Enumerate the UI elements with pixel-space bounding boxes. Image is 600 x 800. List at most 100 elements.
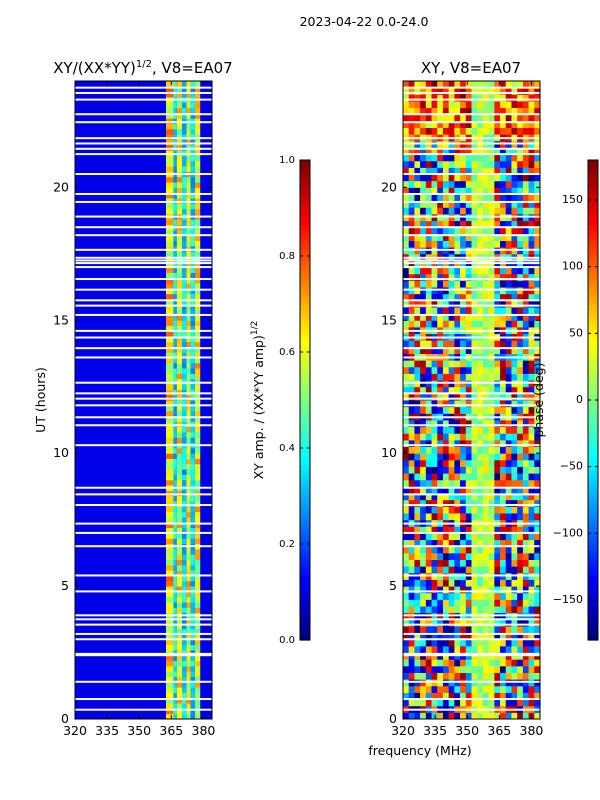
phase-cell: [442, 499, 449, 507]
phase-cell: [471, 586, 478, 594]
colorbar-segment: [300, 295, 310, 301]
amplitude-cell: [173, 261, 177, 268]
phase-cell: [465, 180, 472, 188]
amplitude-cell: [194, 155, 201, 162]
phase-cell: [425, 559, 432, 567]
amplitude-cell: [182, 182, 187, 188]
phase-cell: [528, 665, 535, 673]
phase-cell: [511, 373, 518, 381]
amplitude-cell: [194, 229, 201, 236]
phase-cell: [437, 419, 444, 428]
phase-cell: [442, 280, 449, 288]
phase-cell: [460, 400, 467, 408]
phase-cell: [414, 473, 421, 481]
x-tick-label: 380: [192, 723, 216, 738]
amplitude-cell: [194, 660, 201, 667]
amplitude-cell: [165, 102, 174, 109]
colorbar-segment: [300, 275, 310, 281]
phase-cell: [414, 393, 421, 401]
amplitude-cell: [190, 261, 195, 268]
phase-cell: [494, 273, 501, 281]
amplitude-cell: [176, 298, 183, 305]
amplitude-cell: [194, 703, 201, 709]
phase-cell: [488, 313, 495, 321]
colorbar-segment: [300, 185, 310, 191]
colorbar-segment: [588, 265, 598, 271]
colorbar-segment: [588, 315, 598, 321]
phase-cell: [488, 493, 495, 501]
phase-cell: [408, 160, 415, 168]
amplitude-cell: [186, 474, 191, 481]
phase-cell: [414, 466, 421, 474]
phase-cell: [471, 665, 478, 673]
amplitude-cell: [176, 713, 183, 720]
phase-cell: [477, 300, 484, 308]
phase-cell: [528, 313, 535, 321]
phase-cell: [437, 100, 444, 109]
colorbar-tick-label: −50: [560, 460, 583, 473]
amplitude-cell: [186, 86, 191, 93]
phase-cell: [408, 340, 415, 348]
amplitude-cell: [165, 437, 174, 444]
phase-cell: [431, 506, 438, 514]
amplitude-cell: [194, 394, 201, 401]
phase-cell: [437, 665, 444, 673]
amplitude-cell: [186, 681, 191, 688]
phase-cell: [460, 506, 467, 514]
phase-cell: [425, 479, 432, 487]
amplitude-cell: [194, 554, 201, 560]
phase-cell: [488, 147, 495, 155]
colorbar-segment: [588, 335, 598, 341]
phase-cell: [477, 546, 484, 554]
phase-cell: [448, 439, 455, 448]
phase-cell: [522, 526, 529, 534]
phase-cell: [528, 373, 535, 381]
phase-cell: [534, 340, 541, 348]
phase-cell: [448, 592, 455, 600]
flagged-row: [75, 259, 212, 262]
phase-cell: [505, 393, 512, 401]
phase-cell: [471, 539, 478, 547]
phase-cell: [425, 187, 432, 195]
phase-cell: [465, 400, 472, 408]
phase-cell: [460, 659, 467, 667]
phase-cell: [403, 114, 410, 122]
phase-cell: [408, 267, 415, 275]
phase-cell: [528, 240, 535, 248]
phase-cell: [511, 712, 518, 720]
phase-cell: [431, 539, 438, 547]
phase-cell: [534, 473, 541, 481]
phase-cell: [403, 100, 410, 109]
phase-cell: [460, 313, 467, 321]
phase-cell: [522, 267, 529, 275]
phase-cell: [522, 107, 529, 115]
phase-cell: [522, 114, 529, 122]
amplitude-cell: [194, 649, 201, 656]
phase-cell: [448, 599, 455, 607]
amplitude-cell: [173, 633, 177, 640]
amplitude-cell: [186, 144, 191, 151]
amplitude-cell: [190, 102, 195, 109]
amplitude-cell: [173, 559, 177, 566]
amplitude-cell: [182, 325, 187, 332]
phase-cell: [500, 606, 507, 614]
phase-cell: [500, 453, 507, 461]
phase-cell: [505, 207, 512, 215]
phase-cell: [431, 459, 438, 467]
phase-cell: [465, 114, 472, 122]
phase-cell: [505, 366, 512, 374]
phase-cell: [477, 207, 484, 215]
phase-cell: [534, 167, 541, 175]
colorbar-segment: [300, 635, 310, 641]
phase-cell: [437, 546, 444, 554]
phase-cell: [534, 672, 541, 680]
phase-cell: [488, 499, 495, 507]
phase-cell: [442, 586, 449, 594]
amplitude-cell: [186, 564, 191, 571]
amplitude-cell: [190, 522, 195, 529]
phase-cell: [505, 127, 512, 135]
phase-cell: [482, 200, 489, 208]
phase-cell: [437, 360, 444, 368]
colorbar-tick-label: 1.0: [279, 155, 295, 166]
phase-cell: [477, 599, 484, 607]
